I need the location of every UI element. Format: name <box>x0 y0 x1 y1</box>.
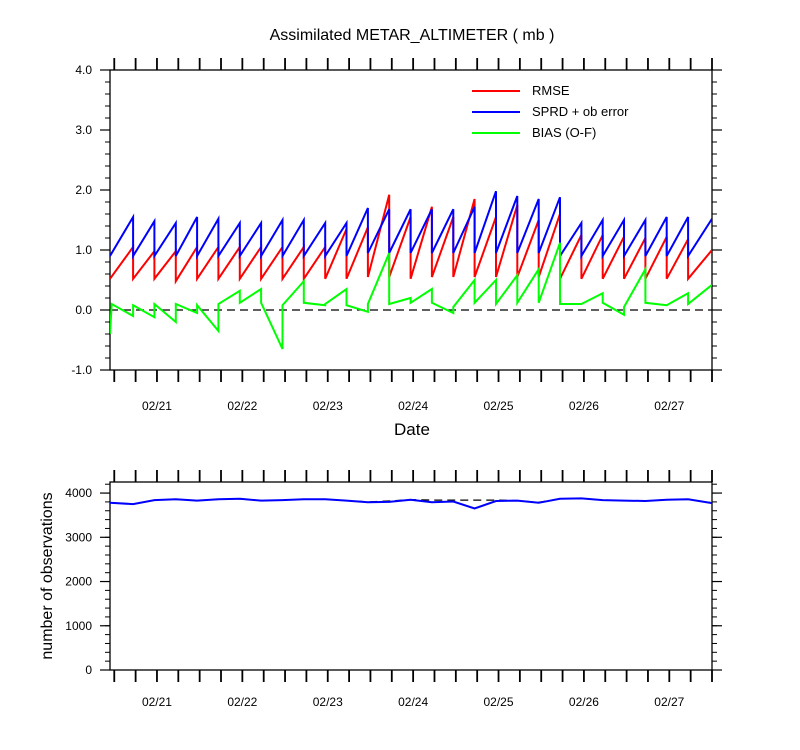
y-tick-label: 0.0 <box>75 303 92 317</box>
x-tick-label: 02/22 <box>227 399 257 413</box>
x-tick-label: 02/21 <box>142 695 172 709</box>
x-tick-label: 02/25 <box>484 399 514 413</box>
legend-label: BIAS (O-F) <box>532 125 596 140</box>
y-tick-label: 0 <box>85 663 92 677</box>
y-tick-label: -1.0 <box>71 363 92 377</box>
y-axis-label-observations: number of observations <box>39 492 56 659</box>
obs-line-assimilated <box>110 497 712 510</box>
series-line-bias-o-f <box>110 242 712 350</box>
y-tick-label: 4.0 <box>75 63 92 77</box>
x-tick-label: 02/23 <box>313 695 343 709</box>
chart-title: Assimilated METAR_ALTIMETER ( mb ) <box>270 27 555 44</box>
x-tick-label: 02/23 <box>313 399 343 413</box>
x-tick-label: 02/22 <box>227 695 257 709</box>
x-axis-label: Date <box>394 420 430 439</box>
x-tick-label: 02/24 <box>398 695 428 709</box>
x-tick-label: 02/27 <box>654 695 684 709</box>
y-tick-label: 1000 <box>65 619 92 633</box>
x-tick-label: 02/26 <box>569 695 599 709</box>
y-tick-label: 3.0 <box>75 123 92 137</box>
bottom-plot-frame <box>109 481 713 671</box>
y-tick-label: 4000 <box>65 486 92 500</box>
x-tick-label: 02/26 <box>569 399 599 413</box>
series-line-sprd-ob-error <box>110 190 712 260</box>
x-tick-label: 02/21 <box>142 399 172 413</box>
x-tick-label: 02/24 <box>398 399 428 413</box>
y-tick-label: 3000 <box>65 530 92 544</box>
y-tick-label: 2.0 <box>75 183 92 197</box>
y-tick-label: 2000 <box>65 575 92 589</box>
legend-label: RMSE <box>532 83 570 98</box>
legend-label: SPRD + ob error <box>532 104 629 119</box>
x-tick-label: 02/27 <box>654 399 684 413</box>
x-tick-label: 02/25 <box>484 695 514 709</box>
y-tick-label: 1.0 <box>75 243 92 257</box>
